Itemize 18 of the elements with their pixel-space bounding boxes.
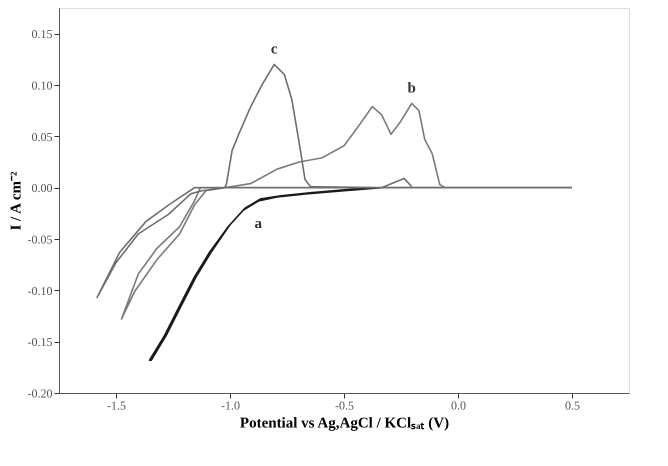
annotation: c: [270, 41, 278, 58]
y-tick-label: -0.20: [28, 386, 52, 400]
y-tick-label: -0.10: [28, 284, 52, 298]
y-tick-label: -0.15: [28, 335, 52, 350]
x-tick-label: -1.5: [107, 398, 126, 412]
x-axis-title: Potential vs Ag,AgCl / KClₛₐₜ (V): [240, 416, 450, 432]
x-tick-label: 0.5: [565, 398, 580, 412]
y-axis-title: I / A cm⁻²: [8, 170, 25, 231]
x-tick-label: -1.0: [221, 398, 240, 412]
x-tick-label: -0.5: [335, 398, 354, 412]
y-tick-label: 0.10: [32, 78, 52, 92]
y-tick-label: 0.15: [32, 27, 52, 42]
annotation: a: [254, 216, 263, 232]
y-tick-label: 0.05: [32, 130, 52, 144]
x-tick-label: 0.0: [451, 398, 466, 412]
annotation: b: [408, 80, 416, 96]
y-tick-label: 0.00: [32, 181, 52, 196]
y-tick-label: -0.05: [28, 232, 52, 246]
